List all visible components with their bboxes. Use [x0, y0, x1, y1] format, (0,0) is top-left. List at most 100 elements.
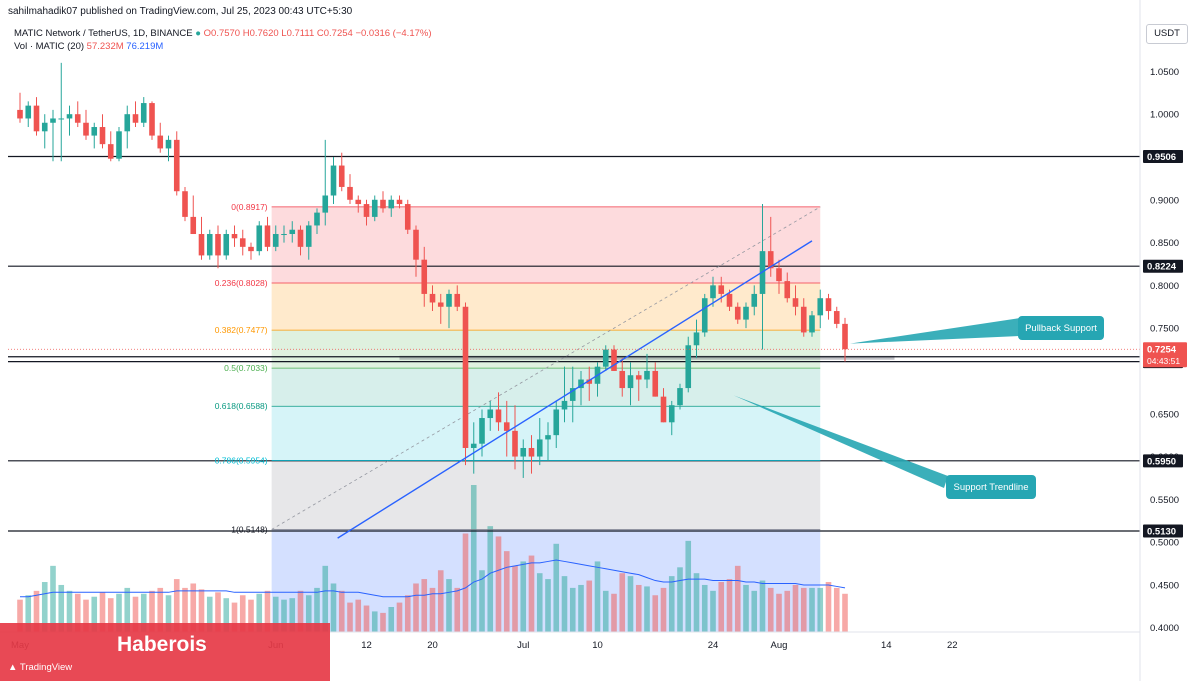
candle-body [462, 306, 469, 448]
candle [751, 285, 758, 316]
tradingview-logo[interactable]: ▲ TradingView [8, 662, 72, 673]
candle [701, 293, 708, 337]
volume-bar [314, 587, 320, 632]
candle [157, 122, 164, 153]
currency-button[interactable]: USDT [1146, 24, 1188, 44]
candle-body [173, 139, 180, 192]
candle [437, 293, 444, 324]
candle [272, 225, 279, 252]
level-tag [1143, 454, 1183, 468]
volume-bar [644, 586, 650, 632]
candle-body [380, 199, 386, 209]
candle [371, 195, 378, 222]
candle-body [41, 122, 48, 132]
candle [66, 105, 73, 136]
candle [107, 131, 114, 162]
symbol-name[interactable]: MATIC Network / TetherUS, 1D, BINANCE [14, 28, 193, 39]
fib-label: 0.618(0.6588) [215, 401, 268, 411]
candle [41, 114, 48, 149]
candle-body [99, 127, 106, 145]
candle-body [470, 443, 477, 448]
volume-bar [413, 583, 419, 632]
candle-body [701, 298, 708, 333]
volume-bar [396, 602, 403, 632]
candle [330, 156, 337, 205]
candle-body [437, 302, 444, 307]
volume-bar [132, 596, 139, 632]
volume-bar [83, 599, 89, 632]
candle-body [91, 127, 98, 136]
candle-body [677, 388, 683, 406]
candle [619, 358, 626, 397]
candle [668, 400, 675, 436]
volume-bar [677, 567, 683, 632]
callout-box-trendline [946, 475, 1036, 499]
watermark-banner [0, 623, 330, 681]
callout-arrow-trendline [733, 395, 948, 488]
candle [586, 366, 593, 401]
volume-ma-line [20, 559, 846, 598]
volume-bar [817, 587, 824, 632]
volume-bar [536, 573, 543, 632]
level-tag-text: 0.5950 [1147, 456, 1176, 467]
volume-bar [124, 587, 131, 632]
volume-bar [264, 590, 271, 632]
candle [25, 101, 32, 128]
candle [149, 101, 155, 140]
volume-bar [231, 602, 238, 632]
candle-body [578, 379, 584, 389]
candle-body [83, 122, 89, 136]
candle [743, 302, 749, 329]
candle-body [330, 165, 337, 196]
time-tick: 22 [947, 640, 958, 651]
price-tick: 0.4000 [1150, 623, 1179, 634]
candle [536, 418, 543, 466]
candle [198, 216, 205, 260]
candle-body [223, 234, 230, 256]
volume-bar [454, 587, 461, 632]
time-tick: 12 [361, 640, 372, 651]
level-tag [1143, 259, 1183, 273]
level-tag-text: 0.5130 [1147, 527, 1176, 538]
volume-bar [272, 596, 279, 632]
candle [479, 409, 485, 457]
volume-bar [165, 595, 172, 632]
candle-body [800, 306, 807, 333]
candle-body [825, 298, 832, 312]
candle [652, 362, 659, 397]
candle [800, 298, 807, 337]
candle [289, 221, 296, 243]
candle-body [256, 225, 263, 252]
candle-body [404, 204, 411, 230]
volume-bar [107, 598, 114, 632]
candle-body [495, 409, 502, 423]
callout-arrow-pullback [850, 318, 1020, 344]
candle-body [66, 114, 73, 119]
volume-bar [421, 579, 428, 632]
candle [734, 302, 741, 324]
ohlc-change: −0.0316 (−4.17%) [355, 28, 432, 39]
candle-body [776, 268, 782, 282]
volume-bar [809, 587, 815, 632]
candle [281, 225, 287, 243]
volume-bar [751, 590, 758, 632]
volume-bars [17, 485, 848, 632]
volume-bar [256, 593, 263, 632]
candle [215, 225, 221, 269]
candle-body [660, 396, 667, 423]
candle [809, 311, 815, 337]
volume-bar [25, 595, 32, 632]
candle-body [767, 251, 774, 269]
candle-body [726, 293, 733, 307]
volume-bar [330, 583, 337, 632]
volume-label[interactable]: Vol · MATIC (20) [14, 41, 85, 52]
candle-body [536, 439, 543, 457]
candle [470, 422, 477, 474]
callout-box-pullback [1018, 316, 1104, 340]
candle-body [611, 349, 617, 371]
candle-body [297, 229, 304, 247]
volume-bar [91, 596, 98, 632]
price-tick: 1.0000 [1150, 110, 1179, 121]
candle-body [190, 216, 197, 235]
